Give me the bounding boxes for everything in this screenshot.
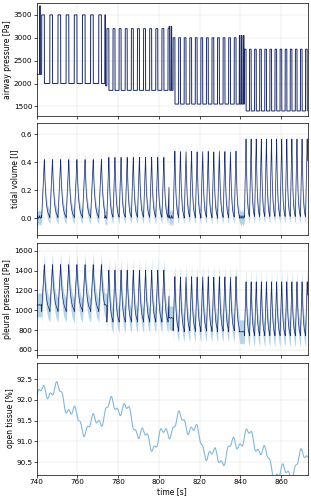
X-axis label: time [s]: time [s] [157, 488, 187, 496]
Y-axis label: open tissue [%]: open tissue [%] [6, 388, 15, 448]
Y-axis label: tidal volume [l]: tidal volume [l] [11, 150, 20, 208]
Y-axis label: pleural pressure [Pa]: pleural pressure [Pa] [3, 259, 12, 339]
Y-axis label: airway pressure [Pa]: airway pressure [Pa] [3, 20, 12, 99]
